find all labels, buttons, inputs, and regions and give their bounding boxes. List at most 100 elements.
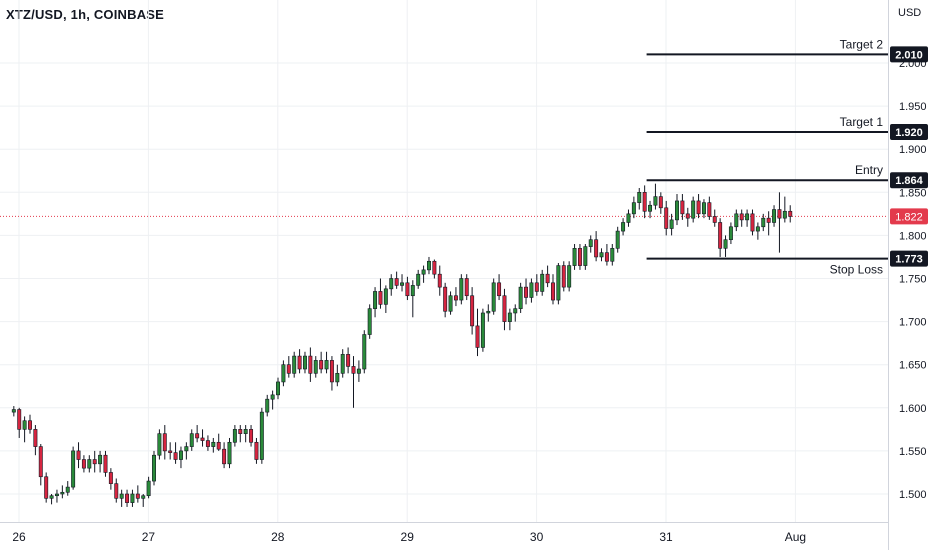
candle-body[interactable] (712, 216, 717, 223)
candle-body[interactable] (685, 213, 690, 219)
candle-body[interactable] (33, 429, 38, 447)
candle-body[interactable] (604, 252, 609, 262)
candle-body[interactable] (437, 273, 442, 288)
candle-body[interactable] (254, 441, 259, 460)
candle-body[interactable] (383, 288, 388, 305)
candle-body[interactable] (701, 202, 706, 215)
candle-body[interactable] (394, 278, 399, 286)
candle-body[interactable] (114, 483, 119, 499)
candle-body[interactable] (265, 398, 270, 413)
candle-body[interactable] (60, 491, 65, 495)
candle-body[interactable] (480, 312, 485, 348)
candle-body[interactable] (243, 429, 248, 434)
candle-body[interactable] (130, 493, 135, 503)
candle-body[interactable] (162, 433, 167, 452)
candle-body[interactable] (416, 273, 421, 286)
candle-body[interactable] (303, 355, 307, 370)
candle-body[interactable] (561, 265, 566, 288)
candle-body[interactable] (513, 308, 518, 314)
candle-body[interactable] (621, 222, 626, 232)
candle-body[interactable] (22, 420, 27, 430)
candle-body[interactable] (146, 480, 151, 497)
candle-body[interactable] (205, 440, 210, 447)
candle-body[interactable] (281, 364, 286, 383)
candle-body[interactable] (378, 291, 383, 305)
candle-body[interactable] (87, 459, 92, 469)
candle-body[interactable] (610, 248, 615, 262)
candle-body[interactable] (615, 230, 620, 249)
candle-body[interactable] (367, 308, 372, 335)
candle-body[interactable] (453, 295, 458, 301)
candle-body[interactable] (772, 209, 777, 223)
candle-body[interactable] (184, 446, 189, 452)
candle-body[interactable] (502, 295, 507, 322)
candle-body[interactable] (691, 200, 696, 219)
candle-body[interactable] (470, 295, 475, 327)
candle-body[interactable] (28, 420, 32, 430)
candle-body[interactable] (270, 394, 275, 400)
candle-body[interactable] (141, 495, 146, 499)
candle-body[interactable] (648, 204, 653, 212)
candle-body[interactable] (734, 213, 739, 228)
candle-body[interactable] (297, 355, 302, 370)
candle-body[interactable] (356, 368, 361, 374)
candle-body[interactable] (173, 452, 178, 460)
candle-body[interactable] (216, 441, 221, 450)
candle-body[interactable] (211, 441, 216, 447)
candle-body[interactable] (125, 493, 130, 503)
candle-body[interactable] (626, 213, 631, 223)
candle-body[interactable] (152, 454, 156, 482)
candle-body[interactable] (346, 354, 351, 367)
candle-body[interactable] (599, 252, 604, 258)
candle-body[interactable] (664, 207, 669, 229)
candle-body[interactable] (259, 411, 264, 460)
candle-body[interactable] (189, 433, 194, 447)
candle-body[interactable] (675, 200, 679, 221)
candle-body[interactable] (497, 282, 502, 297)
candle-body[interactable] (157, 433, 162, 456)
candle-body[interactable] (432, 260, 437, 275)
candle-body[interactable] (755, 226, 760, 232)
candle-body[interactable] (351, 366, 356, 374)
candle-body[interactable] (292, 355, 297, 374)
candle-body[interactable] (119, 493, 124, 499)
candle-body[interactable] (658, 196, 663, 209)
candle-body[interactable] (524, 286, 529, 298)
candle-body[interactable] (518, 286, 523, 309)
candle-body[interactable] (669, 219, 674, 229)
candle-body[interactable] (739, 213, 744, 221)
candle-body[interactable] (319, 360, 324, 370)
candle-body[interactable] (577, 248, 582, 266)
candle-body[interactable] (642, 192, 647, 212)
candle-body[interactable] (108, 472, 113, 484)
candle-body[interactable] (76, 450, 81, 460)
candle-body[interactable] (71, 450, 76, 488)
candle-body[interactable] (135, 493, 140, 499)
candle-body[interactable] (362, 334, 367, 370)
candle-body[interactable] (486, 310, 491, 314)
candle-body[interactable] (443, 286, 448, 312)
candle-body[interactable] (637, 192, 642, 203)
candle-body[interactable] (556, 265, 561, 301)
candle-body[interactable] (464, 278, 469, 297)
candle-body[interactable] (567, 265, 572, 288)
candle-body[interactable] (534, 282, 539, 292)
candle-body[interactable] (421, 269, 426, 275)
candle-body[interactable] (54, 493, 59, 497)
candle-body[interactable] (227, 441, 232, 465)
candle-body[interactable] (340, 354, 345, 374)
candle-body[interactable] (707, 202, 712, 217)
candle-body[interactable] (782, 210, 787, 219)
candle-body[interactable] (491, 282, 496, 312)
candle-body[interactable] (745, 213, 750, 221)
candle-body[interactable] (540, 273, 545, 292)
candle-body[interactable] (49, 495, 54, 499)
candle-body[interactable] (545, 273, 550, 284)
candle-body[interactable] (750, 213, 755, 232)
candle-body[interactable] (400, 282, 404, 286)
candle-body[interactable] (200, 437, 205, 441)
candle-body[interactable] (653, 196, 658, 206)
candle-body[interactable] (507, 312, 512, 322)
candle-body[interactable] (405, 282, 410, 297)
